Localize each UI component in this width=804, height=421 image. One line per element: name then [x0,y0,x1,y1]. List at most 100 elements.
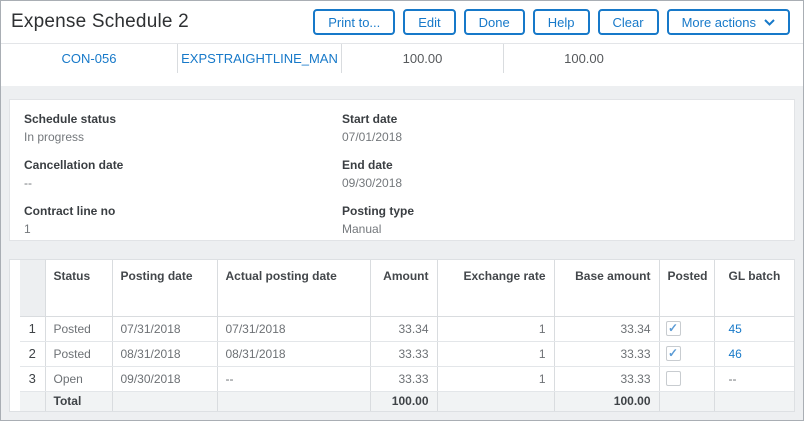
schedule-lines-table: Status Posting date Actual posting date … [20,260,794,411]
field-value: In progress [24,130,85,144]
posted-cell: ✓ [658,341,714,367]
contract-item-cell: EXPSTRAIGHTLINE_MAN [178,44,342,73]
gl-batch-cell: -- [713,366,794,392]
col-header-status: Status [44,260,112,317]
status-cell: Posted [44,341,112,367]
col-header-rownum [20,260,45,317]
exchange-rate-cell: 1 [436,316,554,342]
field-label: Posting type [342,204,415,218]
total-empty-cell [713,391,794,411]
total-label: Total [44,391,112,411]
exchange-rate-cell: 1 [436,366,554,392]
field-end-date: End date 09/30/2018 [342,158,414,191]
base-amount-cell: 33.34 [553,316,659,342]
posted-checkbox-checked[interactable]: ✓ [665,346,681,362]
contract-amount-cell: 100.00 [342,44,504,73]
more-actions-label: More actions [681,14,756,30]
details-left-column: Schedule status In progress Cancellation… [24,112,123,250]
amount-cell: 33.33 [369,366,437,392]
posting-date-cell: 09/30/2018 [111,366,217,392]
total-empty-cell [658,391,714,411]
table-row: 2 Posted 08/31/2018 08/31/2018 33.33 1 3… [20,341,794,367]
gl-batch-link[interactable]: 45 [728,321,742,336]
col-header-base-amount: Base amount [553,260,659,317]
col-header-gl-batch: GL batch [713,260,794,317]
page-title: Expense Schedule 2 [11,11,189,32]
status-cell: Open [44,366,112,392]
posted-checkbox-unchecked[interactable] [665,371,681,387]
done-button[interactable]: Done [463,9,525,35]
col-header-posted: Posted [658,260,714,317]
posted-cell: ✓ [658,316,714,342]
col-header-posting-date: Posting date [111,260,217,317]
contract-context-row: CON-056 EXPSTRAIGHTLINE_MAN 100.00 100.0… [1,44,803,73]
field-cancellation-date: Cancellation date -- [24,158,123,191]
total-empty-cell [111,391,217,411]
field-value: 07/01/2018 [342,130,403,144]
table-header-row: Status Posting date Actual posting date … [20,260,794,317]
contract-id-link[interactable]: CON-056 [61,51,117,66]
details-right-column: Start date 07/01/2018 End date 09/30/201… [342,112,414,250]
status-cell: Posted [44,316,112,342]
contract-item-link[interactable]: EXPSTRAIGHTLINE_MAN [181,51,338,66]
field-value: 09/30/2018 [342,176,403,190]
field-value: Manual [342,222,382,236]
context-row-padding [1,73,803,86]
base-amount-cell: 33.33 [553,341,659,367]
exchange-rate-cell: 1 [436,341,554,367]
more-actions-button[interactable]: More actions [666,9,790,35]
actual-posting-date-cell: -- [216,366,370,392]
field-label: Cancellation date [24,158,124,172]
clear-label: Clear [612,14,644,30]
total-empty-cell [20,391,45,411]
col-header-actual-posting-date: Actual posting date [216,260,370,317]
total-amount: 100.00 [369,391,437,411]
total-empty-cell [436,391,554,411]
gl-batch-cell: 45 [713,316,794,342]
posted-cell [658,366,714,392]
table-row: 1 Posted 07/31/2018 07/31/2018 33.34 1 3… [20,316,794,342]
field-label: Contract line no [24,204,116,218]
field-posting-type: Posting type Manual [342,204,414,237]
edit-button[interactable]: Edit [403,9,456,35]
posting-date-cell: 07/31/2018 [111,316,217,342]
table-row: 3 Open 09/30/2018 -- 33.33 1 33.33 -- [20,366,794,392]
help-label: Help [547,14,575,30]
field-label: Start date [342,112,398,126]
field-label: Schedule status [24,112,117,126]
title-bar: Expense Schedule 2 Print to... Edit Done… [1,1,803,44]
posted-checkbox-checked[interactable]: ✓ [665,321,681,337]
actual-posting-date-cell: 08/31/2018 [216,341,370,367]
schedule-lines-panel: Status Posting date Actual posting date … [9,259,795,412]
done-label: Done [478,14,510,30]
actual-posting-date-cell: 07/31/2018 [216,316,370,342]
total-base-amount: 100.00 [553,391,659,411]
help-button[interactable]: Help [532,9,590,35]
field-value: -- [24,176,32,190]
amount-cell: 33.34 [369,316,437,342]
posting-date-cell: 08/31/2018 [111,341,217,367]
field-start-date: Start date 07/01/2018 [342,112,414,145]
contract-base-amount-cell: 100.00 [564,51,604,66]
chevron-down-icon [764,18,775,26]
print-to-button[interactable]: Print to... [313,9,396,35]
base-amount-cell: 33.33 [553,366,659,392]
col-header-exchange-rate: Exchange rate [436,260,554,317]
row-number: 1 [20,316,45,342]
field-label: End date [342,158,393,172]
col-header-amount: Amount [369,260,437,317]
row-number: 3 [20,366,45,392]
clear-button[interactable]: Clear [597,9,659,35]
edit-label: Edit [418,14,441,30]
schedule-details-panel: Schedule status In progress Cancellation… [9,99,795,241]
row-number: 2 [20,341,45,367]
top-section: Expense Schedule 2 Print to... Edit Done… [1,1,803,86]
field-contract-line-no: Contract line no 1 [24,204,123,237]
contract-id-cell: CON-056 [1,44,178,73]
field-value: 1 [24,222,31,236]
field-schedule-status: Schedule status In progress [24,112,123,145]
table-total-row: Total 100.00 100.00 [20,391,794,411]
amount-cell: 33.33 [369,341,437,367]
gl-batch-link[interactable]: 46 [728,346,742,361]
